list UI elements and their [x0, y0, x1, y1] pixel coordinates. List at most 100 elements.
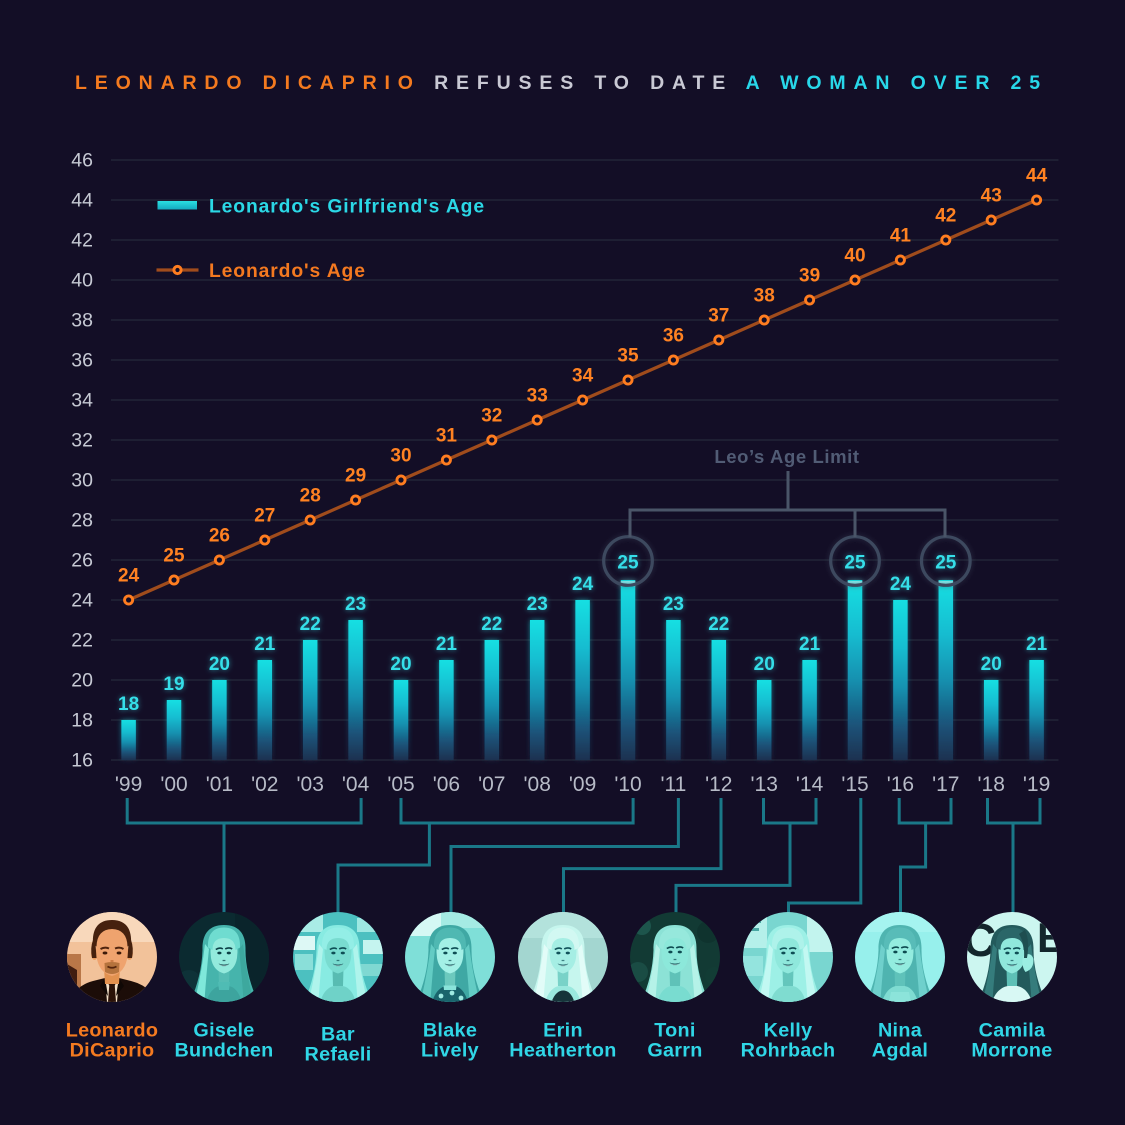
svg-text:DiCaprio: DiCaprio	[70, 1040, 155, 1062]
svg-text:24: 24	[572, 574, 594, 595]
svg-text:24: 24	[71, 590, 93, 612]
svg-text:'07: '07	[478, 773, 505, 796]
svg-text:Camila: Camila	[979, 1020, 1046, 1042]
svg-text:44: 44	[1026, 166, 1048, 187]
svg-text:18: 18	[71, 710, 93, 732]
svg-text:28: 28	[71, 510, 93, 532]
svg-text:'02: '02	[251, 773, 278, 796]
svg-text:'12: '12	[705, 773, 732, 796]
svg-text:'08: '08	[524, 773, 551, 796]
svg-text:32: 32	[71, 430, 93, 452]
svg-text:Kelly: Kelly	[764, 1020, 813, 1042]
svg-text:30: 30	[71, 470, 93, 492]
svg-text:36: 36	[71, 350, 93, 372]
svg-text:21: 21	[436, 634, 458, 655]
svg-text:26: 26	[71, 550, 93, 572]
svg-text:Nina: Nina	[878, 1020, 923, 1042]
svg-text:Gisele: Gisele	[193, 1020, 254, 1042]
svg-text:23: 23	[527, 594, 548, 615]
svg-text:20: 20	[71, 670, 93, 692]
svg-text:43: 43	[981, 186, 1002, 207]
svg-text:16: 16	[71, 750, 93, 772]
svg-text:Leonardo: Leonardo	[66, 1020, 159, 1042]
svg-text:'16: '16	[887, 773, 914, 796]
svg-text:34: 34	[572, 366, 594, 387]
svg-text:Blake: Blake	[423, 1020, 477, 1042]
svg-text:'19: '19	[1023, 773, 1050, 796]
svg-text:21: 21	[1026, 634, 1048, 655]
svg-text:'14: '14	[796, 773, 824, 796]
svg-text:22: 22	[71, 630, 93, 652]
svg-text:18: 18	[118, 694, 139, 715]
svg-text:Refaeli: Refaeli	[305, 1044, 372, 1066]
svg-text:36: 36	[663, 326, 684, 347]
svg-text:22: 22	[481, 614, 502, 635]
svg-text:Rohrbach: Rohrbach	[741, 1040, 836, 1062]
svg-text:42: 42	[935, 206, 956, 227]
svg-text:29: 29	[345, 466, 366, 487]
svg-text:39: 39	[799, 266, 820, 287]
svg-text:46: 46	[71, 150, 93, 172]
svg-text:'18: '18	[978, 773, 1005, 796]
svg-text:38: 38	[754, 286, 775, 307]
svg-text:'03: '03	[297, 773, 324, 796]
svg-text:'00: '00	[160, 773, 187, 796]
svg-text:24: 24	[118, 566, 140, 587]
svg-text:27: 27	[254, 506, 275, 527]
svg-text:23: 23	[345, 594, 366, 615]
svg-text:'04: '04	[342, 773, 370, 796]
svg-text:Leonardo's Girlfriend's Age: Leonardo's Girlfriend's Age	[209, 196, 485, 217]
svg-text:37: 37	[708, 306, 729, 327]
svg-text:Heatherton: Heatherton	[509, 1040, 616, 1062]
svg-text:'13: '13	[751, 773, 778, 796]
svg-text:'09: '09	[569, 773, 596, 796]
svg-text:25: 25	[844, 553, 866, 574]
svg-text:40: 40	[71, 270, 93, 292]
svg-text:20: 20	[209, 654, 230, 675]
svg-text:'99: '99	[115, 773, 142, 796]
svg-text:40: 40	[844, 246, 865, 267]
svg-text:'06: '06	[433, 773, 460, 796]
svg-text:44: 44	[71, 190, 93, 212]
svg-text:33: 33	[527, 386, 548, 407]
svg-text:'05: '05	[387, 773, 414, 796]
svg-text:35: 35	[617, 346, 639, 367]
svg-text:Garrn: Garrn	[647, 1040, 702, 1062]
svg-text:20: 20	[390, 654, 411, 675]
svg-text:24: 24	[890, 574, 912, 595]
svg-text:Agdal: Agdal	[872, 1040, 928, 1062]
svg-text:26: 26	[209, 526, 230, 547]
svg-text:21: 21	[254, 634, 276, 655]
svg-text:23: 23	[663, 594, 684, 615]
svg-text:Lively: Lively	[421, 1040, 479, 1062]
svg-text:34: 34	[71, 390, 93, 412]
svg-text:Bar: Bar	[321, 1024, 355, 1046]
svg-text:42: 42	[71, 230, 93, 252]
svg-text:Morrone: Morrone	[971, 1040, 1052, 1062]
svg-text:28: 28	[300, 486, 321, 507]
svg-text:Toni: Toni	[654, 1020, 695, 1042]
svg-text:20: 20	[981, 654, 1002, 675]
svg-text:21: 21	[799, 634, 821, 655]
svg-text:E: E	[1037, 914, 1065, 961]
svg-text:31: 31	[436, 426, 458, 447]
svg-text:Leonardo's Age: Leonardo's Age	[209, 261, 366, 282]
svg-text:Erin: Erin	[543, 1020, 583, 1042]
svg-text:22: 22	[708, 614, 729, 635]
svg-text:25: 25	[163, 546, 185, 567]
svg-text:25: 25	[617, 553, 639, 574]
svg-text:'11: '11	[660, 773, 686, 796]
svg-text:25: 25	[935, 553, 957, 574]
svg-text:41: 41	[890, 226, 912, 247]
svg-text:38: 38	[71, 310, 93, 332]
svg-text:'15: '15	[841, 773, 868, 796]
svg-text:30: 30	[390, 446, 411, 467]
svg-text:'10: '10	[614, 773, 641, 796]
svg-text:19: 19	[163, 674, 184, 695]
svg-text:Bundchen: Bundchen	[174, 1040, 273, 1062]
svg-text:22: 22	[300, 614, 321, 635]
svg-text:LEONARDO DICAPRIO REFUSES TO D: LEONARDO DICAPRIO REFUSES TO DATE A WOMA…	[75, 72, 1048, 94]
svg-text:32: 32	[481, 406, 502, 427]
svg-text:'01: '01	[206, 773, 233, 796]
svg-text:'17: '17	[932, 773, 959, 796]
